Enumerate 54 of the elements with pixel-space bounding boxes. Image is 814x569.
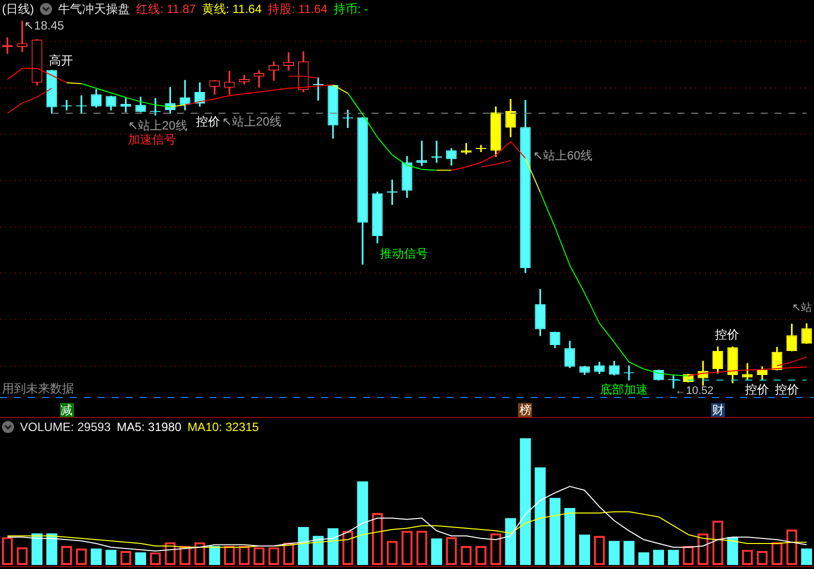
candlestick [254, 70, 264, 88]
text: 黄线: 11.64 [202, 2, 262, 16]
annotation: ↖18.45 [24, 18, 64, 32]
annotation: ←10.52 [675, 385, 714, 398]
bar [579, 534, 590, 565]
annotation: 底部加速 [600, 382, 648, 396]
chart-subtitle: 牛气冲天操盘 [58, 2, 130, 16]
bar [534, 467, 546, 565]
bar [608, 540, 620, 565]
bar [312, 536, 324, 565]
bar [90, 548, 102, 565]
text: 持币: - [333, 2, 368, 16]
bar [32, 533, 42, 565]
annotation: ↖站 [792, 301, 812, 314]
chart-title: VOLUME: 29593 [20, 420, 111, 434]
bar [638, 552, 650, 565]
annotation: 控价 [745, 382, 769, 396]
candlestick [476, 144, 486, 152]
annotation: ↖站上20线 [128, 118, 188, 132]
annotation: 控价 [196, 114, 220, 128]
chart-title: (日线) [2, 2, 34, 16]
text: MA10: 32315 [187, 420, 259, 434]
text: MA5: 31980 [116, 420, 182, 434]
bar [624, 540, 634, 565]
annotation: 控价 [715, 327, 739, 342]
bar [209, 546, 220, 565]
text: 榜 [518, 403, 532, 417]
bar [328, 528, 338, 565]
annotation: 高开 [49, 53, 73, 68]
candlestick [180, 80, 190, 110]
annotation: 用到未来数据 [2, 381, 74, 396]
bar [564, 508, 576, 565]
bar [653, 550, 664, 565]
bar [431, 538, 442, 565]
annotation: ↖站上20线 [222, 114, 282, 128]
bar [550, 498, 560, 565]
annotation: 推动信号 [380, 246, 428, 260]
bar [135, 552, 146, 565]
annotation: 加速信号 [128, 132, 176, 146]
bar [46, 533, 58, 565]
annotation: ↖站上60线 [533, 148, 592, 162]
bar [106, 550, 116, 565]
bar [520, 438, 531, 565]
bar [801, 548, 812, 565]
annotation: 控价 [775, 382, 799, 396]
text: 红线: 11.87 [136, 2, 196, 16]
bar [505, 518, 516, 565]
bar [298, 526, 309, 565]
bar [668, 550, 679, 565]
bar [727, 537, 738, 565]
text: 减 [60, 403, 74, 417]
bar [357, 481, 368, 565]
text: 财 [710, 403, 725, 417]
text: 持股: 11.64 [268, 2, 328, 16]
